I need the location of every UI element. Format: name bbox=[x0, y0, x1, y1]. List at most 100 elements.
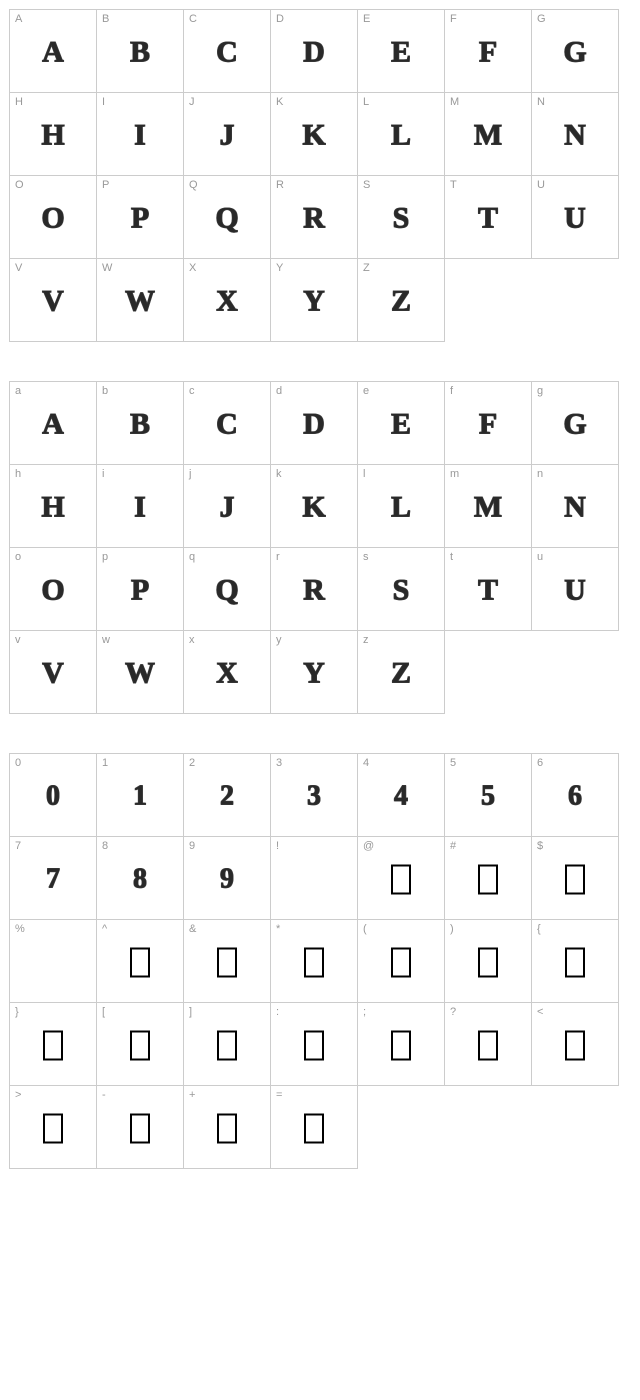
character-cell: SS bbox=[357, 175, 445, 259]
character-cell: aA bbox=[9, 381, 97, 465]
character-cell: 11 bbox=[96, 753, 184, 837]
character-cell: QQ bbox=[183, 175, 271, 259]
glyph-display: Y bbox=[303, 285, 325, 319]
character-cell: @ bbox=[357, 836, 445, 920]
glyph-display: 7 bbox=[46, 864, 60, 896]
character-cell: - bbox=[96, 1085, 184, 1169]
cell-label: N bbox=[537, 96, 545, 108]
character-cell: KK bbox=[270, 92, 358, 176]
character-cell: ( bbox=[357, 919, 445, 1003]
cell-label: h bbox=[15, 468, 21, 480]
character-cell: CC bbox=[183, 9, 271, 93]
cell-label: B bbox=[102, 13, 109, 25]
character-grid: aAbBcCdDeEfFgGhHiIjJkKlLmMnNoOpPqQrRsStT… bbox=[10, 382, 630, 714]
cell-label: ! bbox=[276, 840, 279, 852]
glyph-display: G bbox=[563, 408, 586, 442]
glyph-display: H bbox=[41, 119, 64, 153]
character-cell: ) bbox=[444, 919, 532, 1003]
glyph-display: A bbox=[42, 36, 64, 70]
cell-label: G bbox=[537, 13, 546, 25]
cell-label: Y bbox=[276, 262, 283, 274]
glyph-display: R bbox=[303, 574, 325, 608]
cell-label: r bbox=[276, 551, 280, 563]
cell-label: w bbox=[102, 634, 110, 646]
cell-label: 2 bbox=[189, 757, 195, 769]
cell-label: F bbox=[450, 13, 457, 25]
cell-label: l bbox=[363, 468, 365, 480]
glyph-display: C bbox=[216, 408, 238, 442]
character-cell: OO bbox=[9, 175, 97, 259]
glyph-display: U bbox=[564, 202, 586, 236]
cell-label: j bbox=[189, 468, 191, 480]
glyph-display: 2 bbox=[220, 781, 234, 813]
glyph-display: S bbox=[393, 574, 410, 608]
character-cell: GG bbox=[531, 9, 619, 93]
glyph-display: O bbox=[41, 574, 64, 608]
cell-label: I bbox=[102, 96, 105, 108]
character-cell: ! bbox=[270, 836, 358, 920]
character-cell: iI bbox=[96, 464, 184, 548]
glyph-display: Q bbox=[215, 202, 238, 236]
glyph-display: 8 bbox=[133, 864, 147, 896]
cell-label: = bbox=[276, 1089, 282, 1101]
glyph-display: Z bbox=[391, 285, 411, 319]
cell-label: e bbox=[363, 385, 369, 397]
character-cell: EE bbox=[357, 9, 445, 93]
glyph-display: T bbox=[478, 574, 498, 608]
glyph-display: X bbox=[216, 657, 238, 691]
glyph-display: X bbox=[216, 285, 238, 319]
glyph-display: D bbox=[303, 36, 325, 70]
glyph-display: H bbox=[41, 491, 64, 525]
cell-label: L bbox=[363, 96, 369, 108]
missing-glyph-icon bbox=[565, 865, 585, 895]
cell-label: @ bbox=[363, 840, 374, 852]
glyph-display: F bbox=[479, 408, 497, 442]
character-cell: * bbox=[270, 919, 358, 1003]
glyph-display: K bbox=[302, 491, 325, 525]
character-cell: uU bbox=[531, 547, 619, 631]
cell-label: 7 bbox=[15, 840, 21, 852]
character-cell: nN bbox=[531, 464, 619, 548]
glyph-display: L bbox=[391, 491, 411, 525]
glyph-display: A bbox=[42, 408, 64, 442]
character-cell: lL bbox=[357, 464, 445, 548]
cell-label: D bbox=[276, 13, 284, 25]
missing-glyph-icon bbox=[217, 1114, 237, 1144]
glyph-display: 1 bbox=[133, 781, 147, 813]
character-cell: dD bbox=[270, 381, 358, 465]
glyph-display: V bbox=[42, 285, 64, 319]
glyph-display: 9 bbox=[220, 864, 234, 896]
missing-glyph-icon bbox=[130, 1031, 150, 1061]
character-cell: ; bbox=[357, 1002, 445, 1086]
cell-label: q bbox=[189, 551, 195, 563]
character-cell: PP bbox=[96, 175, 184, 259]
cell-label: v bbox=[15, 634, 21, 646]
cell-label: c bbox=[189, 385, 195, 397]
missing-glyph-icon bbox=[304, 1031, 324, 1061]
cell-label: ] bbox=[189, 1006, 192, 1018]
glyph-display: G bbox=[563, 36, 586, 70]
character-cell: 77 bbox=[9, 836, 97, 920]
missing-glyph-icon bbox=[391, 865, 411, 895]
glyph-display: P bbox=[131, 574, 149, 608]
glyph-display: F bbox=[479, 36, 497, 70]
cell-label: m bbox=[450, 468, 459, 480]
character-cell: WW bbox=[96, 258, 184, 342]
cell-label: J bbox=[189, 96, 195, 108]
character-cell: wW bbox=[96, 630, 184, 714]
cell-label: C bbox=[189, 13, 197, 25]
cell-label: ( bbox=[363, 923, 367, 935]
missing-glyph-icon bbox=[217, 948, 237, 978]
cell-label: 5 bbox=[450, 757, 456, 769]
cell-label: # bbox=[450, 840, 456, 852]
glyph-display: J bbox=[220, 119, 235, 153]
cell-label: H bbox=[15, 96, 23, 108]
missing-glyph-icon bbox=[217, 1031, 237, 1061]
cell-label: ; bbox=[363, 1006, 366, 1018]
missing-glyph-icon bbox=[478, 948, 498, 978]
character-cell: MM bbox=[444, 92, 532, 176]
character-cell: eE bbox=[357, 381, 445, 465]
glyph-display: R bbox=[303, 202, 325, 236]
cell-label: b bbox=[102, 385, 108, 397]
glyph-display: E bbox=[391, 36, 411, 70]
